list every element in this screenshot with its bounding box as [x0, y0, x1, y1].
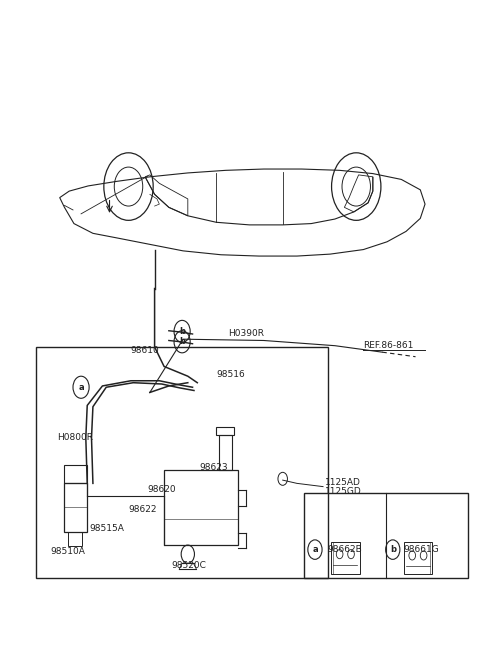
- Text: b: b: [390, 545, 396, 554]
- Bar: [219, 435, 232, 470]
- Text: 98610: 98610: [131, 346, 159, 356]
- Text: 98620: 98620: [147, 485, 176, 495]
- Text: 98661G: 98661G: [404, 545, 439, 554]
- Bar: [216, 427, 234, 435]
- Bar: [64, 483, 87, 532]
- Bar: [304, 493, 468, 578]
- Text: b: b: [179, 327, 185, 336]
- Bar: [404, 542, 432, 574]
- Text: 98516: 98516: [216, 371, 245, 379]
- Bar: [68, 532, 83, 546]
- Text: 98510A: 98510A: [50, 547, 85, 556]
- Text: 98623: 98623: [200, 462, 228, 472]
- Text: a: a: [78, 383, 84, 392]
- Bar: [164, 470, 238, 545]
- Text: 1125AD: 1125AD: [325, 477, 361, 487]
- Text: a: a: [312, 545, 318, 554]
- Text: 1125GD: 1125GD: [325, 487, 362, 496]
- Bar: [331, 542, 360, 574]
- Text: H0390R: H0390R: [228, 329, 264, 339]
- Text: 98662B: 98662B: [328, 545, 362, 554]
- Text: REF.86-861: REF.86-861: [363, 341, 414, 350]
- Bar: [36, 347, 328, 578]
- Text: H0800R: H0800R: [57, 434, 93, 442]
- Bar: [64, 465, 87, 483]
- Text: b: b: [179, 337, 185, 346]
- Text: 98622: 98622: [129, 505, 157, 514]
- Text: 98520C: 98520C: [171, 561, 206, 571]
- Text: 98515A: 98515A: [90, 525, 124, 533]
